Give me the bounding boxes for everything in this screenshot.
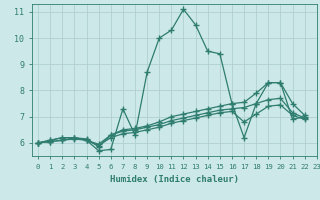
X-axis label: Humidex (Indice chaleur): Humidex (Indice chaleur)	[110, 175, 239, 184]
